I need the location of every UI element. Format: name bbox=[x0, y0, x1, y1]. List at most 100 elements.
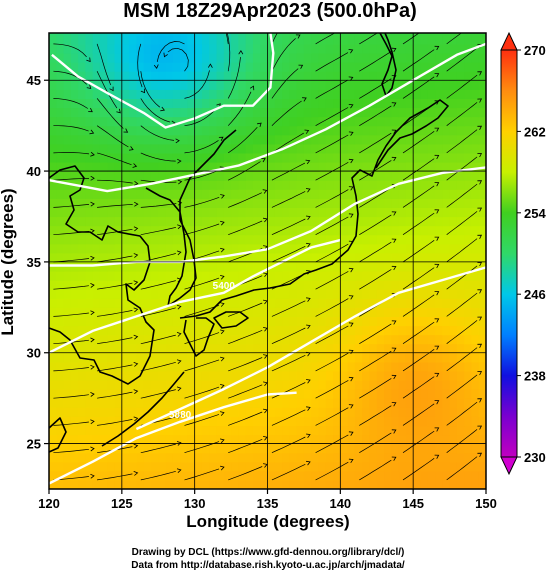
field-cell bbox=[187, 334, 196, 345]
colorbar-tick-label: 238 bbox=[524, 369, 546, 384]
field-cell bbox=[172, 71, 181, 81]
field-cell bbox=[347, 243, 356, 254]
field-cell bbox=[63, 89, 72, 99]
field-cell bbox=[231, 361, 239, 372]
field-cell bbox=[391, 443, 400, 454]
field-cell bbox=[456, 180, 465, 190]
field-cell bbox=[252, 280, 261, 290]
field-cell bbox=[464, 34, 473, 45]
field-cell bbox=[289, 343, 298, 354]
field-cell bbox=[85, 380, 94, 390]
field-cell bbox=[85, 89, 94, 99]
field-cell bbox=[49, 434, 57, 445]
field-cell bbox=[165, 89, 174, 99]
field-cell bbox=[413, 316, 422, 327]
field-cell bbox=[398, 34, 407, 45]
field-cell bbox=[296, 470, 305, 481]
field-cell bbox=[92, 216, 101, 227]
field-cell bbox=[471, 307, 480, 318]
field-cell bbox=[456, 389, 465, 399]
field-cell bbox=[478, 243, 486, 254]
field-cell bbox=[435, 98, 443, 109]
field-cell bbox=[478, 152, 486, 163]
field-cell bbox=[252, 161, 261, 172]
field-cell bbox=[325, 343, 334, 354]
field-cell bbox=[478, 71, 486, 81]
field-cell bbox=[78, 416, 87, 427]
field-cell bbox=[201, 161, 210, 172]
field-cell bbox=[442, 43, 451, 54]
field-cell bbox=[231, 71, 239, 81]
field-cell bbox=[347, 298, 356, 308]
field-cell bbox=[78, 316, 87, 327]
field-cell bbox=[340, 389, 349, 399]
field-cell bbox=[143, 252, 152, 263]
field-cell bbox=[464, 52, 473, 63]
streamline bbox=[227, 127, 258, 154]
field-cell bbox=[303, 107, 312, 118]
field-cell bbox=[129, 125, 137, 136]
field-cell bbox=[303, 307, 312, 318]
field-cell bbox=[449, 243, 458, 254]
field-cell bbox=[325, 52, 334, 63]
field-cell bbox=[427, 234, 436, 245]
field-cell bbox=[354, 389, 363, 399]
field-cell bbox=[107, 325, 116, 336]
field-cell bbox=[223, 461, 232, 472]
field-cell bbox=[427, 261, 436, 272]
field-cell bbox=[172, 216, 181, 227]
field-cell bbox=[289, 470, 298, 481]
field-cell bbox=[471, 189, 480, 199]
field-cell bbox=[311, 33, 320, 36]
field-cell bbox=[289, 289, 298, 299]
field-cell bbox=[267, 270, 276, 281]
field-cell bbox=[194, 34, 203, 45]
field-cell bbox=[413, 171, 422, 181]
field-cell bbox=[354, 252, 363, 263]
field-cell bbox=[121, 125, 130, 136]
field-cell bbox=[143, 216, 152, 227]
field-cell bbox=[194, 171, 203, 181]
field-cell bbox=[449, 479, 458, 489]
field-cell bbox=[99, 180, 108, 190]
field-cell bbox=[172, 479, 181, 489]
field-cell bbox=[49, 461, 57, 472]
field-cell bbox=[362, 407, 371, 417]
field-cell bbox=[449, 434, 458, 445]
field-cell bbox=[303, 416, 312, 427]
field-cell bbox=[435, 361, 443, 372]
field-cell bbox=[78, 325, 87, 336]
field-cell bbox=[318, 134, 327, 145]
field-cell bbox=[158, 252, 167, 263]
field-cell bbox=[114, 152, 123, 163]
field-cell bbox=[398, 107, 407, 118]
field-cell bbox=[158, 289, 167, 299]
field-cell bbox=[376, 307, 385, 318]
field-cell bbox=[245, 280, 254, 290]
field-cell bbox=[376, 207, 385, 218]
field-cell bbox=[129, 143, 137, 154]
field-cell bbox=[456, 171, 465, 181]
field-cell bbox=[318, 98, 327, 109]
field-cell bbox=[442, 443, 451, 454]
field-cell bbox=[282, 134, 290, 145]
field-cell bbox=[471, 434, 480, 445]
field-cell bbox=[456, 207, 465, 218]
field-cell bbox=[194, 107, 203, 118]
field-cell bbox=[129, 62, 137, 72]
field-cell bbox=[435, 52, 443, 63]
field-cell bbox=[158, 34, 167, 45]
field-cell bbox=[289, 89, 298, 99]
field-cell bbox=[49, 407, 57, 417]
streamline bbox=[359, 269, 392, 290]
field-cell bbox=[245, 334, 254, 345]
field-cell bbox=[150, 43, 159, 54]
field-cell bbox=[347, 334, 356, 345]
field-cell bbox=[201, 143, 210, 154]
field-cell bbox=[172, 243, 181, 254]
field-cell bbox=[187, 407, 196, 417]
field-cell bbox=[456, 189, 465, 199]
field-cell bbox=[303, 189, 312, 199]
x-tick-label: 150 bbox=[475, 496, 497, 511]
field-cell bbox=[136, 361, 145, 372]
